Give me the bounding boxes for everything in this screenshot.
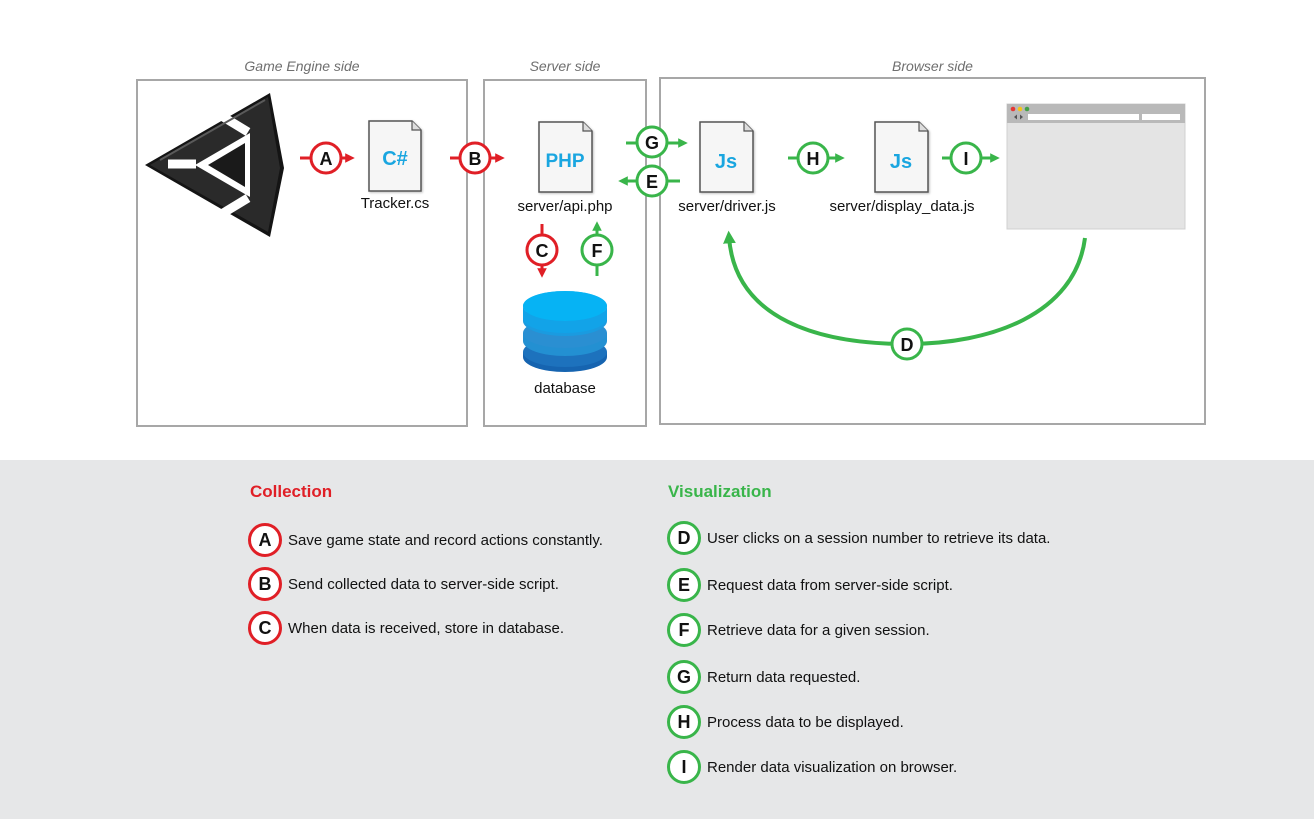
step-g-badge: G xyxy=(635,125,669,159)
legend-panel: Collection Visualization A Save game sta… xyxy=(0,460,1314,819)
step-a-badge: A xyxy=(309,141,343,175)
api-file-icon xyxy=(538,121,593,193)
legend-badge-h: H xyxy=(667,705,701,739)
driver-file-badge: Js xyxy=(715,151,737,173)
step-e-badge: E xyxy=(635,164,669,198)
step-i-badge: I xyxy=(949,141,983,175)
unity-logo-icon xyxy=(145,93,284,237)
svg-text:D: D xyxy=(901,335,914,355)
legend-badge-f: F xyxy=(667,613,701,647)
driver-file-label: server/driver.js xyxy=(678,198,776,215)
legend-badge-d: D xyxy=(667,521,701,555)
legend-item-i: I Render data visualization on browser. xyxy=(667,750,957,784)
legend-badge-g: G xyxy=(667,660,701,694)
api-file-badge: PHP xyxy=(545,151,584,172)
database-label: database xyxy=(534,380,596,397)
legend-item-d: D User clicks on a session number to ret… xyxy=(667,521,1050,555)
tracker-file-badge: C# xyxy=(382,148,408,170)
server-side-label: Server side xyxy=(529,58,601,74)
browser-side-label: Browser side xyxy=(892,58,973,74)
legend-text-d: User clicks on a session number to retri… xyxy=(707,529,1051,547)
svg-text:F: F xyxy=(592,241,603,261)
legend-badge-i: I xyxy=(667,750,701,784)
legend-text-i: Render data visualization on browser. xyxy=(707,758,958,776)
display-file-icon xyxy=(874,121,929,193)
game-engine-side-label: Game Engine side xyxy=(244,58,360,74)
legend-badge-e: E xyxy=(667,568,701,602)
database-icon xyxy=(523,291,607,372)
svg-text:H: H xyxy=(807,149,820,169)
svg-text:I: I xyxy=(963,149,968,169)
legend-text-h: Process data to be displayed. xyxy=(707,713,904,731)
driver-file-icon xyxy=(699,121,754,193)
legend-item-b: B Send collected data to server-side scr… xyxy=(248,567,559,601)
legend-text-e: Request data from server-side script. xyxy=(707,576,953,594)
step-d-badge: D xyxy=(890,327,924,361)
svg-text:C: C xyxy=(536,241,549,261)
legend-text-c: When data is received, store in database… xyxy=(288,619,564,637)
svg-text:G: G xyxy=(645,133,659,153)
svg-text:B: B xyxy=(469,149,482,169)
legend-item-a: A Save game state and record actions con… xyxy=(248,523,603,557)
legend-badge-c: C xyxy=(248,611,282,645)
tracker-file-icon xyxy=(368,120,422,192)
legend-text-f: Retrieve data for a given session. xyxy=(707,621,930,639)
legend-text-g: Return data requested. xyxy=(707,668,861,686)
browser-window-icon xyxy=(1006,103,1186,230)
step-b-badge: B xyxy=(458,141,492,175)
legend-item-g: G Return data requested. xyxy=(667,660,860,694)
step-f-badge: F xyxy=(580,233,614,267)
legend-badge-a: A xyxy=(248,523,282,557)
legend-item-c: C When data is received, store in databa… xyxy=(248,611,564,645)
legend-text-a: Save game state and record actions const… xyxy=(288,531,603,549)
api-file-label: server/api.php xyxy=(517,198,613,215)
visualization-title: Visualization xyxy=(668,482,772,501)
svg-text:E: E xyxy=(646,172,658,192)
legend-item-h: H Process data to be displayed. xyxy=(667,705,904,739)
step-c-badge: C xyxy=(525,233,559,267)
svg-text:A: A xyxy=(320,149,333,169)
legend-item-f: F Retrieve data for a given session. xyxy=(667,613,930,647)
tracker-file-label: Tracker.cs xyxy=(360,195,430,212)
step-h-badge: H xyxy=(796,141,830,175)
legend-text-b: Send collected data to server-side scrip… xyxy=(288,575,559,593)
legend-item-e: E Request data from server-side script. xyxy=(667,568,953,602)
collection-title: Collection xyxy=(250,482,333,501)
display-file-badge: Js xyxy=(890,151,912,173)
display-file-label: server/display_data.js xyxy=(829,198,975,215)
architecture-diagram: C# PHP Js Js A B xyxy=(145,93,1186,372)
legend-badge-b: B xyxy=(248,567,282,601)
